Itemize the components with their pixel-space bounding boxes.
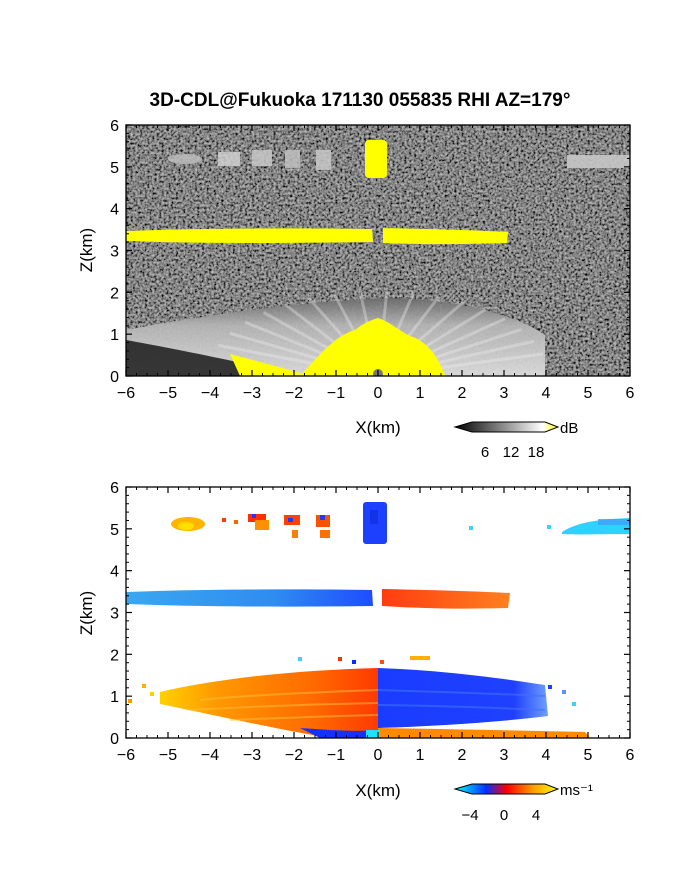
- velocity-scatter-pixels: [128, 525, 576, 706]
- intensity-colorbar: dB 6 12 18: [453, 420, 578, 461]
- x-tick-label: −5: [159, 385, 177, 402]
- x-tick-label: −6: [117, 385, 135, 402]
- velocity-cloud-layer-left: [126, 589, 373, 607]
- y-tick-label: 4: [110, 202, 119, 219]
- x-tick-label: 2: [458, 385, 467, 402]
- y-tick-label: 6: [110, 480, 119, 497]
- intensity-near-field: [300, 318, 445, 376]
- x-tick-label: −1: [327, 747, 345, 764]
- x-tick-label: 0: [374, 385, 383, 402]
- y-tick-label: 5: [110, 522, 119, 539]
- y-tick-label: 0: [110, 731, 119, 748]
- x-tick-label: −3: [243, 385, 261, 402]
- x-tick-label: −1: [327, 385, 345, 402]
- velocity-boundary-layer-right: [378, 668, 548, 728]
- velocity-boundary-layer-left: [160, 668, 378, 738]
- chart-title: 3D-CDL@Fukuoka 171130 055835 RHI AZ=179°: [150, 90, 571, 111]
- x-tick-label: 2: [458, 747, 467, 764]
- y-tick-label: 1: [110, 689, 119, 706]
- intensity-cloud-layer-left: [126, 228, 373, 243]
- x-tick-label: 6: [626, 385, 635, 402]
- y-tick-label: 6: [110, 118, 119, 135]
- y-tick-label: 3: [110, 244, 119, 261]
- velocity-x-axis-label: X(km): [355, 781, 400, 800]
- x-tick-label: 4: [542, 747, 551, 764]
- x-tick-label: −3: [243, 747, 261, 764]
- intensity-x-tick-marks: [125, 125, 631, 376]
- intensity-colorbar-bar: [453, 421, 560, 433]
- velocity-cloud-layer-right: [382, 589, 510, 609]
- intensity-y-axis-label: Z(km): [77, 228, 96, 272]
- x-tick-label: 0: [374, 747, 383, 764]
- intensity-heatmap: [126, 125, 630, 376]
- intensity-cloud-layer-right: [383, 228, 508, 245]
- x-tick-label: 3: [500, 747, 509, 764]
- velocity-upper-echoes: [171, 514, 330, 538]
- x-tick-label: −6: [117, 747, 135, 764]
- velocity-y-axis-label: Z(km): [77, 591, 96, 635]
- y-tick-label: 2: [110, 285, 119, 302]
- x-tick-label: −4: [201, 747, 219, 764]
- intensity-x-tick-labels: −6 −5 −4 −3 −2 −1 0 1 2 3 4 5 6: [117, 385, 635, 402]
- intensity-upper-echoes: [168, 150, 331, 170]
- intensity-colorbar-tick: 12: [503, 444, 520, 461]
- velocity-x-tick-labels: −6 −5 −4 −3 −2 −1 0 1 2 3 4 5 6: [117, 747, 635, 764]
- x-tick-label: 6: [626, 747, 635, 764]
- intensity-colorbar-unit: dB: [560, 420, 578, 437]
- intensity-zenith-echo: [365, 140, 387, 178]
- velocity-colorbar: ms⁻¹ −4 0 4: [453, 782, 593, 824]
- velocity-y-tick-marks: [126, 486, 630, 739]
- y-tick-label: 1: [110, 327, 119, 344]
- x-tick-label: 1: [416, 747, 425, 764]
- velocity-heatmap: [126, 487, 630, 738]
- velocity-colorbar-bar: [453, 783, 560, 795]
- intensity-upper-right-echo: [567, 155, 630, 168]
- x-tick-label: 1: [416, 385, 425, 402]
- x-tick-label: −5: [159, 747, 177, 764]
- x-tick-label: −4: [201, 385, 219, 402]
- y-tick-label: 3: [110, 606, 119, 623]
- velocity-colorbar-tick: 4: [532, 807, 540, 824]
- x-tick-label: −2: [285, 747, 303, 764]
- velocity-colorbar-unit: ms⁻¹: [560, 782, 593, 799]
- x-tick-label: 3: [500, 385, 509, 402]
- intensity-colorbar-tick: 6: [481, 444, 489, 461]
- y-tick-label: 2: [110, 647, 119, 664]
- y-tick-label: 5: [110, 160, 119, 177]
- x-tick-label: 5: [584, 385, 593, 402]
- velocity-colorbar-tick: 0: [500, 807, 508, 824]
- velocity-colorbar-tick: −4: [461, 807, 478, 824]
- velocity-y-tick-labels: 0 1 2 3 4 5 6: [110, 480, 119, 748]
- x-tick-label: 4: [542, 385, 551, 402]
- intensity-colorbar-tick: 18: [528, 444, 545, 461]
- y-tick-label: 0: [110, 369, 119, 386]
- velocity-x-tick-marks: [125, 487, 631, 738]
- intensity-x-axis-label: X(km): [355, 418, 400, 437]
- intensity-y-tick-labels: 0 1 2 3 4 5 6: [110, 118, 119, 386]
- x-tick-label: 5: [584, 747, 593, 764]
- y-tick-label: 4: [110, 564, 119, 581]
- intensity-y-tick-marks: [126, 124, 630, 377]
- x-tick-label: −2: [285, 385, 303, 402]
- velocity-surface-left: [300, 728, 378, 738]
